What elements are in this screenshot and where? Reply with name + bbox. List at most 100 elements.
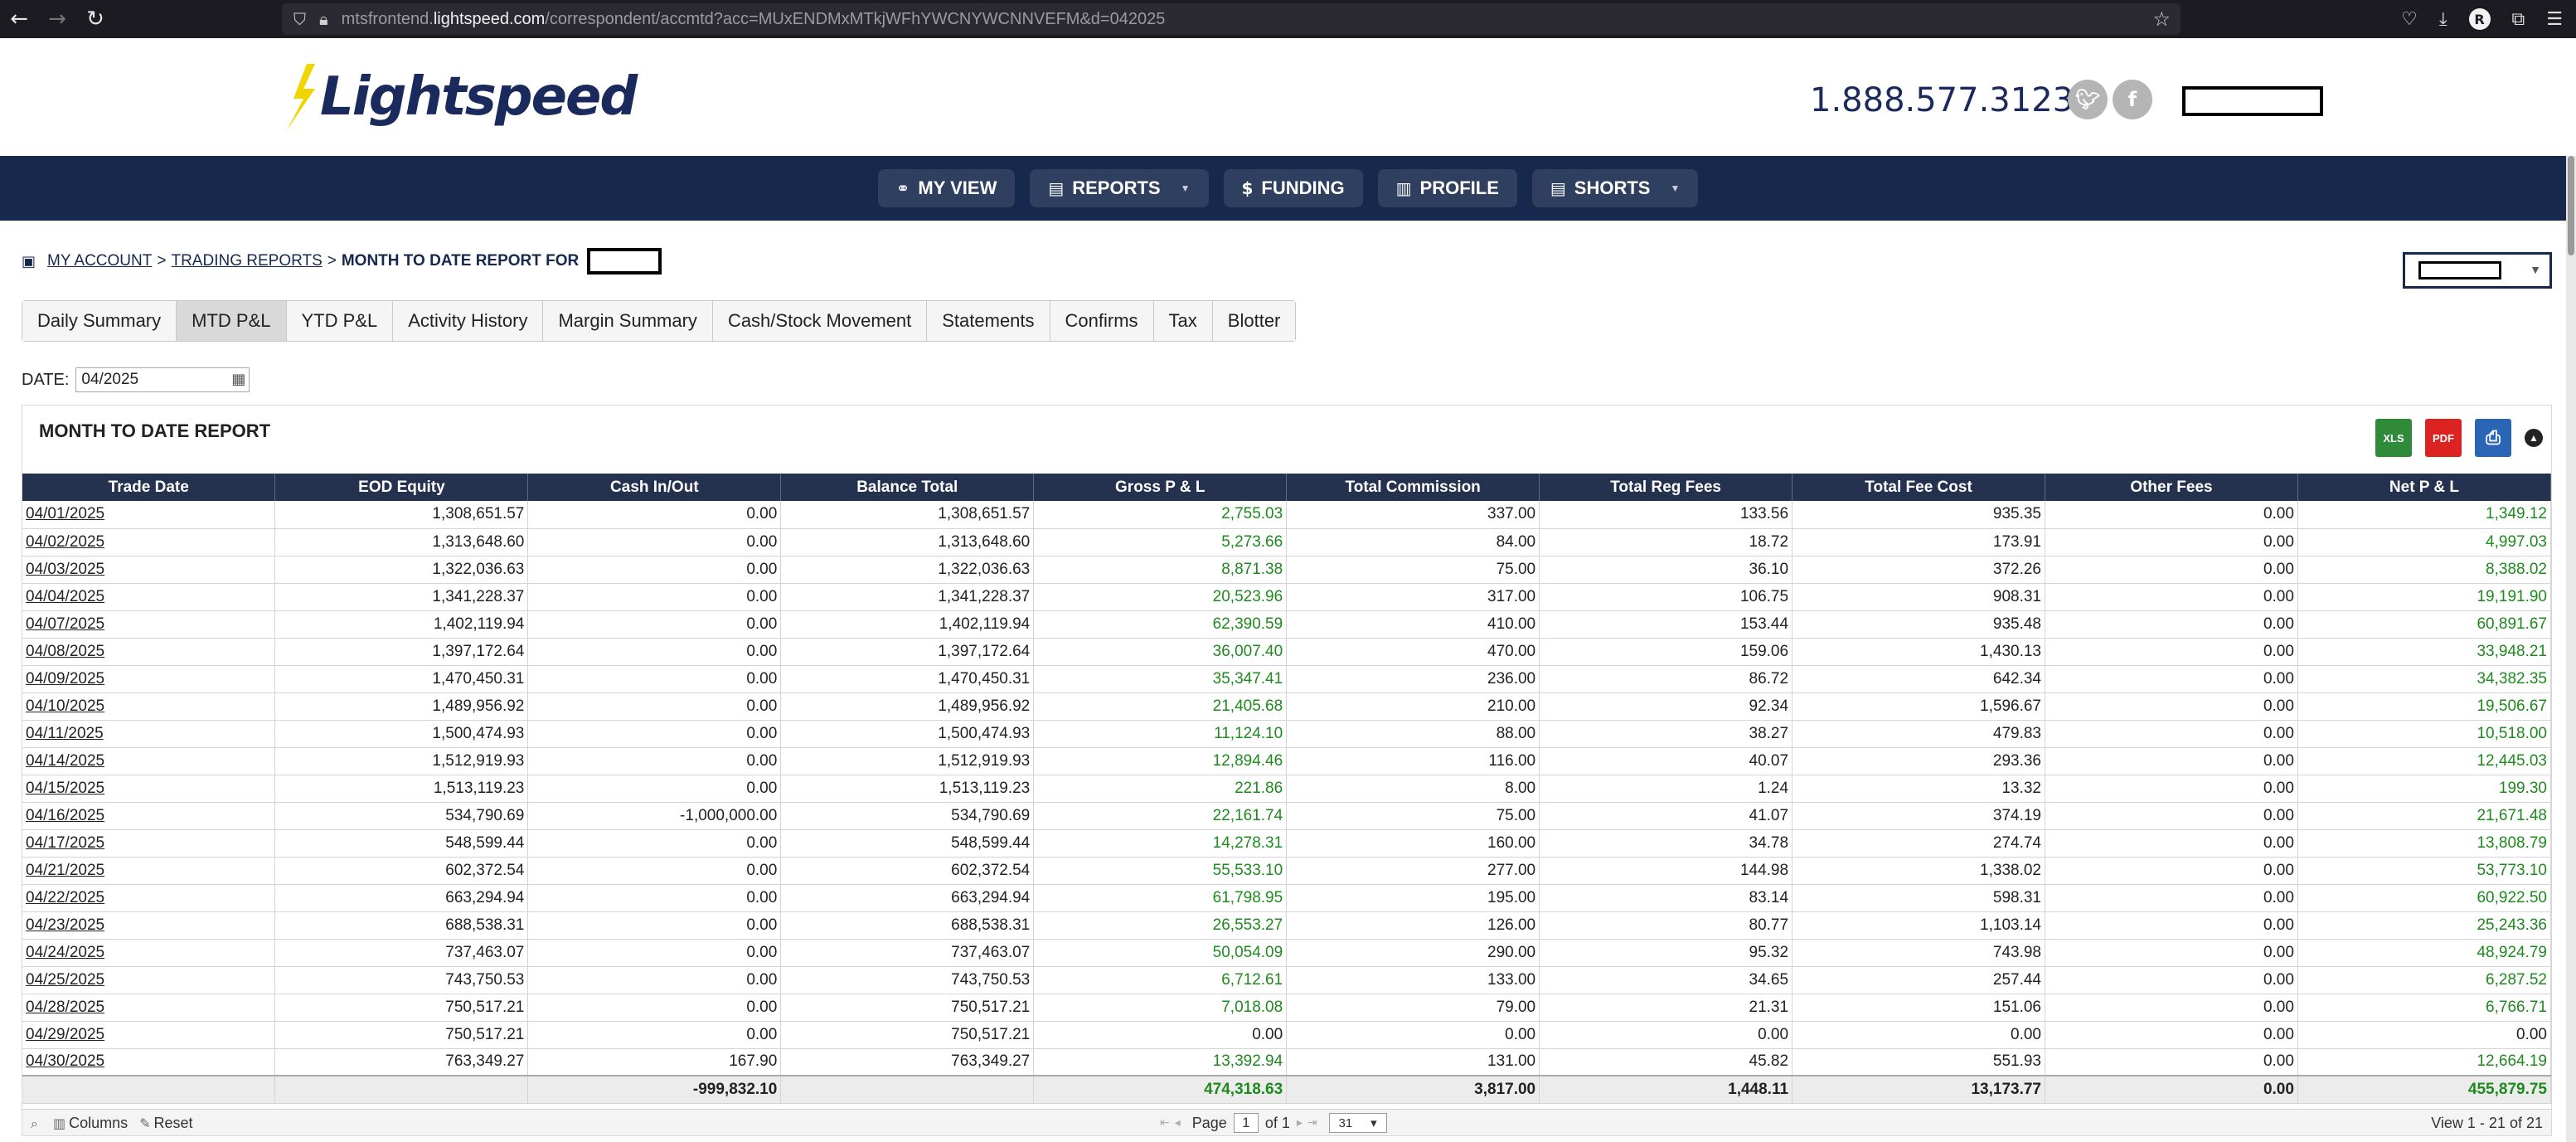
table-cell: 131.00 <box>1286 1048 1540 1076</box>
date-input[interactable]: 04/2025 ▦ <box>75 367 250 392</box>
address-bar[interactable]: ⛉ 🔒︎ mtsfrontend.lightspeed.com/correspo… <box>282 3 2181 35</box>
table-cell: 151.06 <box>1792 994 2045 1022</box>
tab-tax[interactable]: Tax <box>1153 301 1213 341</box>
scrollbar-thumb[interactable] <box>2568 156 2574 255</box>
breadcrumb-trading-reports[interactable]: TRADING REPORTS <box>171 252 323 270</box>
trade-date-link[interactable]: 04/30/2025 <box>22 1048 276 1076</box>
table-cell: 4,997.03 <box>2297 528 2552 556</box>
trade-date-link[interactable]: 04/11/2025 <box>22 720 276 748</box>
trade-date-link[interactable]: 04/01/2025 <box>22 501 276 529</box>
profile-avatar[interactable]: R <box>2468 8 2491 30</box>
trade-date-link[interactable]: 04/24/2025 <box>22 939 276 967</box>
view-count: View 1 - 21 of 21 <box>2431 1115 2543 1131</box>
trade-date-link[interactable]: 04/17/2025 <box>22 829 276 858</box>
page-number-input[interactable]: 1 <box>1233 1113 1259 1133</box>
tab-activity-history[interactable]: Activity History <box>393 301 544 341</box>
chevron-down-icon: ▼ <box>1670 182 1681 194</box>
table-cell: 602,372.54 <box>274 857 529 885</box>
table-row: 04/04/2025 1,341,228.37 0.00 1,341,228.37 20… <box>22 583 2552 611</box>
table-cell: 0.00 <box>527 638 782 666</box>
tab-mtd-pl[interactable]: MTD P&L <box>177 301 287 341</box>
tab-margin-summary[interactable]: Margin Summary <box>543 301 713 341</box>
nav-profile[interactable]: ▥ PROFILE <box>1377 169 1517 207</box>
trade-date-link[interactable]: 04/07/2025 <box>22 610 276 639</box>
table-cell: 1,430.13 <box>1792 638 2045 666</box>
lock-icon[interactable]: 🔒︎ <box>319 9 328 29</box>
forward-icon[interactable]: → <box>48 7 66 32</box>
trade-date-link[interactable]: 04/02/2025 <box>22 528 276 556</box>
nav-reports[interactable]: ▤ REPORTS ▼ <box>1030 169 1209 207</box>
bookmark-star-icon[interactable]: ☆ <box>2152 7 2171 31</box>
column-header[interactable]: Net P & L <box>2297 474 2552 501</box>
trade-date-link[interactable]: 04/14/2025 <box>22 747 276 775</box>
page-scrollbar[interactable] <box>2566 156 2576 1142</box>
trade-date-link[interactable]: 04/04/2025 <box>22 583 276 611</box>
menu-icon[interactable]: ☰ <box>2546 8 2563 30</box>
next-last-page-icons[interactable]: ▸⇥ <box>1296 1116 1322 1130</box>
total-cell: 474,318.63 <box>1033 1075 1288 1104</box>
column-header[interactable]: Balance Total <box>780 474 1035 501</box>
trade-date-link[interactable]: 04/10/2025 <box>22 692 276 721</box>
nav-my-view[interactable]: ⚭ MY VIEW <box>877 169 1016 207</box>
column-header[interactable]: Total Commission <box>1286 474 1540 501</box>
columns-button[interactable]: ▥ Columns <box>52 1115 129 1131</box>
trade-date-link[interactable]: 04/29/2025 <box>22 1021 276 1049</box>
breadcrumb-my-account[interactable]: MY ACCOUNT <box>47 252 153 270</box>
main-navigation: ⚭ MY VIEW ▤ REPORTS ▼ $ FUNDING ▥ PROFIL… <box>0 156 2576 221</box>
back-icon[interactable]: ← <box>10 7 28 32</box>
extensions-icon[interactable]: ⧉ <box>2511 8 2525 30</box>
trade-date-link[interactable]: 04/23/2025 <box>22 911 276 940</box>
tab-blotter[interactable]: Blotter <box>1212 301 1296 341</box>
column-header[interactable]: Total Reg Fees <box>1539 474 1793 501</box>
table-cell: 0.00 <box>1539 1021 1793 1049</box>
column-header[interactable]: Gross P & L <box>1033 474 1288 501</box>
account-select[interactable]: ▼ <box>2403 252 2552 289</box>
table-row: 04/02/2025 1,313,648.60 0.00 1,313,648.60 5,… <box>22 528 2552 556</box>
tab-daily-summary[interactable]: Daily Summary <box>22 301 177 341</box>
column-header[interactable]: Cash In/Out <box>527 474 782 501</box>
facebook-icon[interactable]: f <box>2113 80 2152 119</box>
trade-date-link[interactable]: 04/21/2025 <box>22 857 276 885</box>
table-cell: 84.00 <box>1286 528 1540 556</box>
first-prev-page-icons[interactable]: ⇤◂ <box>1160 1116 1186 1130</box>
excel-export-icon[interactable]: XLS <box>2375 419 2412 457</box>
table-cell: 144.98 <box>1539 857 1793 885</box>
redacted-account-value <box>2418 261 2501 279</box>
table-cell: 8,388.02 <box>2297 556 2552 584</box>
nav-shorts[interactable]: ▤ SHORTS ▼ <box>1531 169 1699 207</box>
table-cell: 0.00 <box>527 528 782 556</box>
calendar-icon[interactable]: ▦ <box>231 371 246 388</box>
column-header[interactable]: EOD Equity <box>274 474 529 501</box>
column-header[interactable]: Trade Date <box>22 474 276 501</box>
trade-date-link[interactable]: 04/25/2025 <box>22 966 276 994</box>
trade-date-link[interactable]: 04/28/2025 <box>22 994 276 1022</box>
tab-ytd-pl[interactable]: YTD P&L <box>286 301 394 341</box>
shield-icon[interactable]: ⛉ <box>293 9 306 29</box>
table-cell: 1,470,450.31 <box>274 665 529 693</box>
trade-date-link[interactable]: 04/22/2025 <box>22 884 276 912</box>
tab-confirms[interactable]: Confirms <box>1050 301 1154 341</box>
lightspeed-logo[interactable]: Lightspeed <box>282 60 638 134</box>
download-icon[interactable]: ⤓ <box>2438 8 2447 30</box>
table-cell: 1,596.67 <box>1792 692 2045 721</box>
reload-icon[interactable]: ↻ <box>86 7 104 32</box>
tab-statements[interactable]: Statements <box>927 301 1050 341</box>
tab-cash-stock-movement[interactable]: Cash/Stock Movement <box>712 301 928 341</box>
trade-date-link[interactable]: 04/08/2025 <box>22 638 276 666</box>
trade-date-link[interactable]: 04/03/2025 <box>22 556 276 584</box>
search-icon[interactable]: ⌕ <box>31 1115 38 1131</box>
column-header[interactable]: Total Fee Cost <box>1792 474 2045 501</box>
trade-date-link[interactable]: 04/15/2025 <box>22 775 276 803</box>
nav-funding[interactable]: $ FUNDING <box>1223 169 1363 207</box>
trade-date-link[interactable]: 04/09/2025 <box>22 665 276 693</box>
print-icon[interactable]: ⎙ <box>2475 419 2511 457</box>
twitter-icon[interactable]: 🐦︎ <box>2068 80 2108 119</box>
reset-button[interactable]: ✎ Reset <box>139 1115 193 1131</box>
pdf-export-icon[interactable]: PDF <box>2425 419 2462 457</box>
collapse-icon[interactable]: ▲ <box>2525 429 2543 447</box>
pocket-icon[interactable]: ♡ <box>2401 8 2418 30</box>
column-header[interactable]: Other Fees <box>2045 474 2298 501</box>
rows-per-page-select[interactable]: 31 ▾ <box>1328 1113 1387 1133</box>
table-cell: 1,470,450.31 <box>780 665 1035 693</box>
trade-date-link[interactable]: 04/16/2025 <box>22 802 276 830</box>
